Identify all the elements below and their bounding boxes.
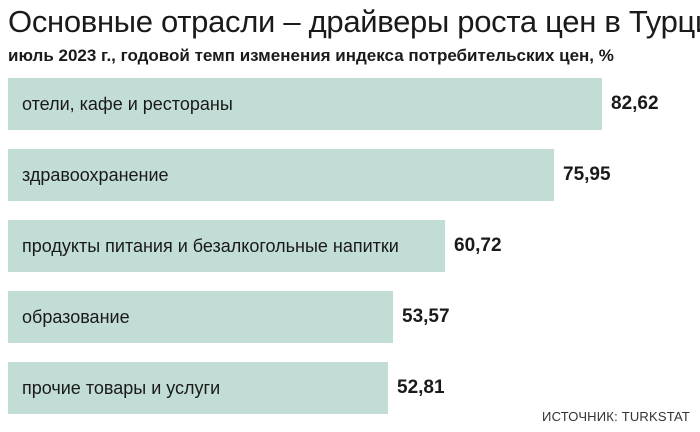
bar: [8, 362, 388, 414]
chart-subtitle: июль 2023 г., годовой темп изменения инд…: [8, 46, 614, 65]
value-label: 52,81: [397, 377, 445, 398]
chart-title: Основные отрасли – драйверы роста цен в …: [8, 4, 700, 39]
category-label: отели, кафе и рестораны: [22, 94, 233, 114]
category-label: продукты питания и безалкогольные напитк…: [22, 236, 399, 256]
bar: [8, 291, 393, 343]
value-label: 75,95: [563, 164, 611, 185]
value-label: 53,57: [402, 306, 450, 327]
value-label: 82,62: [611, 93, 659, 114]
source-note: ИСТОЧНИК: TURKSTAT: [542, 409, 690, 424]
bar-chart: отели, кафе и рестораны 82,62 здравоохране…: [0, 70, 700, 432]
category-label: образование: [22, 307, 130, 327]
value-label: 60,72: [454, 235, 502, 256]
bar: [8, 78, 602, 130]
bar: [8, 149, 554, 201]
category-label: здравоохранение: [22, 165, 169, 185]
bar: [8, 220, 445, 272]
category-label: прочие товары и услуги: [22, 378, 221, 398]
